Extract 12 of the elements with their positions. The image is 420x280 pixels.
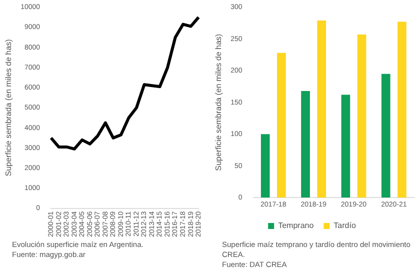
bar — [317, 20, 326, 198]
bar — [381, 74, 390, 198]
bar — [357, 34, 366, 198]
bar — [398, 22, 406, 198]
bar — [301, 90, 310, 198]
legend-label: Tardío — [334, 221, 356, 230]
bar — [341, 94, 350, 198]
bar — [276, 52, 286, 198]
y-axis-title: Superficie sembrada (en miles de has) — [214, 34, 224, 171]
bar — [260, 134, 270, 198]
legend-label: Temprano — [278, 221, 314, 230]
y-axis-title: Superficie sembrada (en miles de has) — [4, 38, 14, 176]
